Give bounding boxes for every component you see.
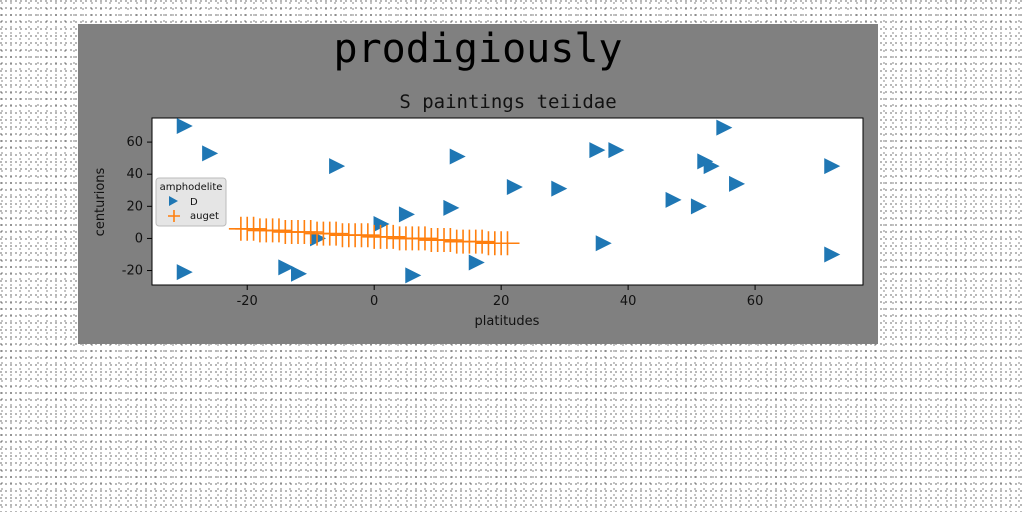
point-d <box>202 145 219 162</box>
point-d <box>703 158 720 175</box>
point-d <box>608 142 625 159</box>
point-d <box>398 206 415 223</box>
x-tick-label: 60 <box>747 294 764 309</box>
point-auget <box>324 221 349 246</box>
point-d <box>690 198 707 215</box>
legend-label-auget: auget <box>190 211 219 222</box>
point-auget <box>298 220 323 245</box>
y-tick-label: 40 <box>126 167 143 182</box>
plot-area <box>151 117 864 286</box>
point-auget <box>412 226 437 251</box>
y-tick-label: -20 <box>122 264 143 279</box>
point-d <box>291 265 308 282</box>
point-d <box>176 264 193 281</box>
point-d <box>278 259 295 276</box>
point-d <box>443 199 460 216</box>
point-auget <box>266 218 291 243</box>
legend: amphodelite D auget <box>155 177 227 227</box>
point-d <box>176 118 193 135</box>
point-auget <box>355 223 380 248</box>
point-d <box>310 230 327 247</box>
point-d <box>595 235 612 252</box>
point-d <box>468 254 485 271</box>
point-d <box>329 158 346 175</box>
point-d <box>729 175 746 192</box>
point-auget <box>495 231 520 256</box>
point-d <box>716 119 733 136</box>
y-tick-label: 0 <box>135 231 143 246</box>
figure-suptitle: prodigiously <box>334 26 623 72</box>
point-auget <box>241 216 266 241</box>
point-d <box>405 267 422 284</box>
point-d <box>449 148 466 165</box>
point-d <box>589 142 606 159</box>
series-d <box>176 118 841 284</box>
y-axis: -20 0 20 40 60 <box>122 135 152 279</box>
point-d <box>824 158 841 175</box>
y-tick-label: 60 <box>126 135 143 150</box>
point-d <box>665 191 682 208</box>
x-tick-label: 20 <box>493 294 510 309</box>
point-d <box>824 246 841 263</box>
x-tick-label: -20 <box>237 294 258 309</box>
point-d <box>506 179 523 196</box>
x-axis-label: platitudes <box>475 314 540 329</box>
y-tick-label: 20 <box>126 199 143 214</box>
chart-title: S paintings teiidae <box>399 91 616 113</box>
point-d <box>373 215 390 232</box>
point-d <box>551 180 568 197</box>
legend-marker-auget <box>168 210 180 222</box>
point-auget <box>470 229 495 254</box>
y-axis-label: centurions <box>93 167 108 236</box>
series-auget <box>228 216 520 256</box>
point-auget <box>381 224 406 249</box>
x-axis: -20 0 20 40 60 <box>237 285 764 309</box>
x-tick-label: 40 <box>620 294 637 309</box>
legend-label-d: D <box>190 197 198 208</box>
x-tick-label: 0 <box>370 294 378 309</box>
legend-marker-d <box>169 196 178 206</box>
point-auget <box>438 228 463 253</box>
legend-title: amphodelite <box>160 182 223 193</box>
